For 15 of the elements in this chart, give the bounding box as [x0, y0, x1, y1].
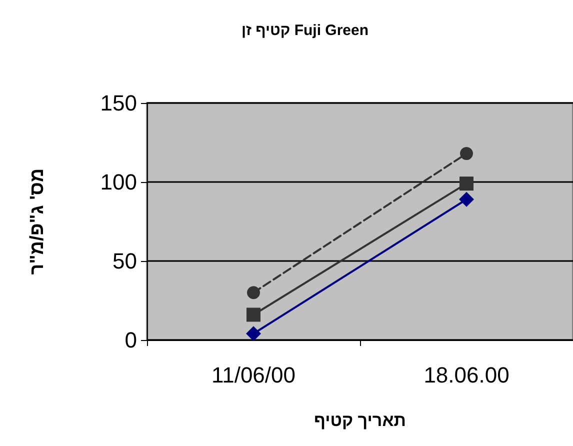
x-tick-label: 11/06/00 [211, 362, 296, 388]
y-tick-label: 100 [100, 170, 137, 194]
x-axis-title: תאריך קטיף [314, 411, 406, 430]
point [460, 176, 474, 191]
point [459, 192, 474, 207]
chart-title: קטיף זן Fuji Green [241, 22, 369, 39]
x-tick-label: 18.06.00 [424, 362, 510, 388]
point [246, 326, 261, 342]
point [246, 308, 260, 322]
point [247, 286, 260, 300]
y-tick-label: 50 [112, 248, 137, 274]
y-tick-label: 150 [100, 90, 137, 116]
y-tick-label: 0 [124, 328, 137, 352]
point [460, 147, 473, 160]
y-axis-title: מס' ג"פ/מ"ר [27, 168, 48, 275]
